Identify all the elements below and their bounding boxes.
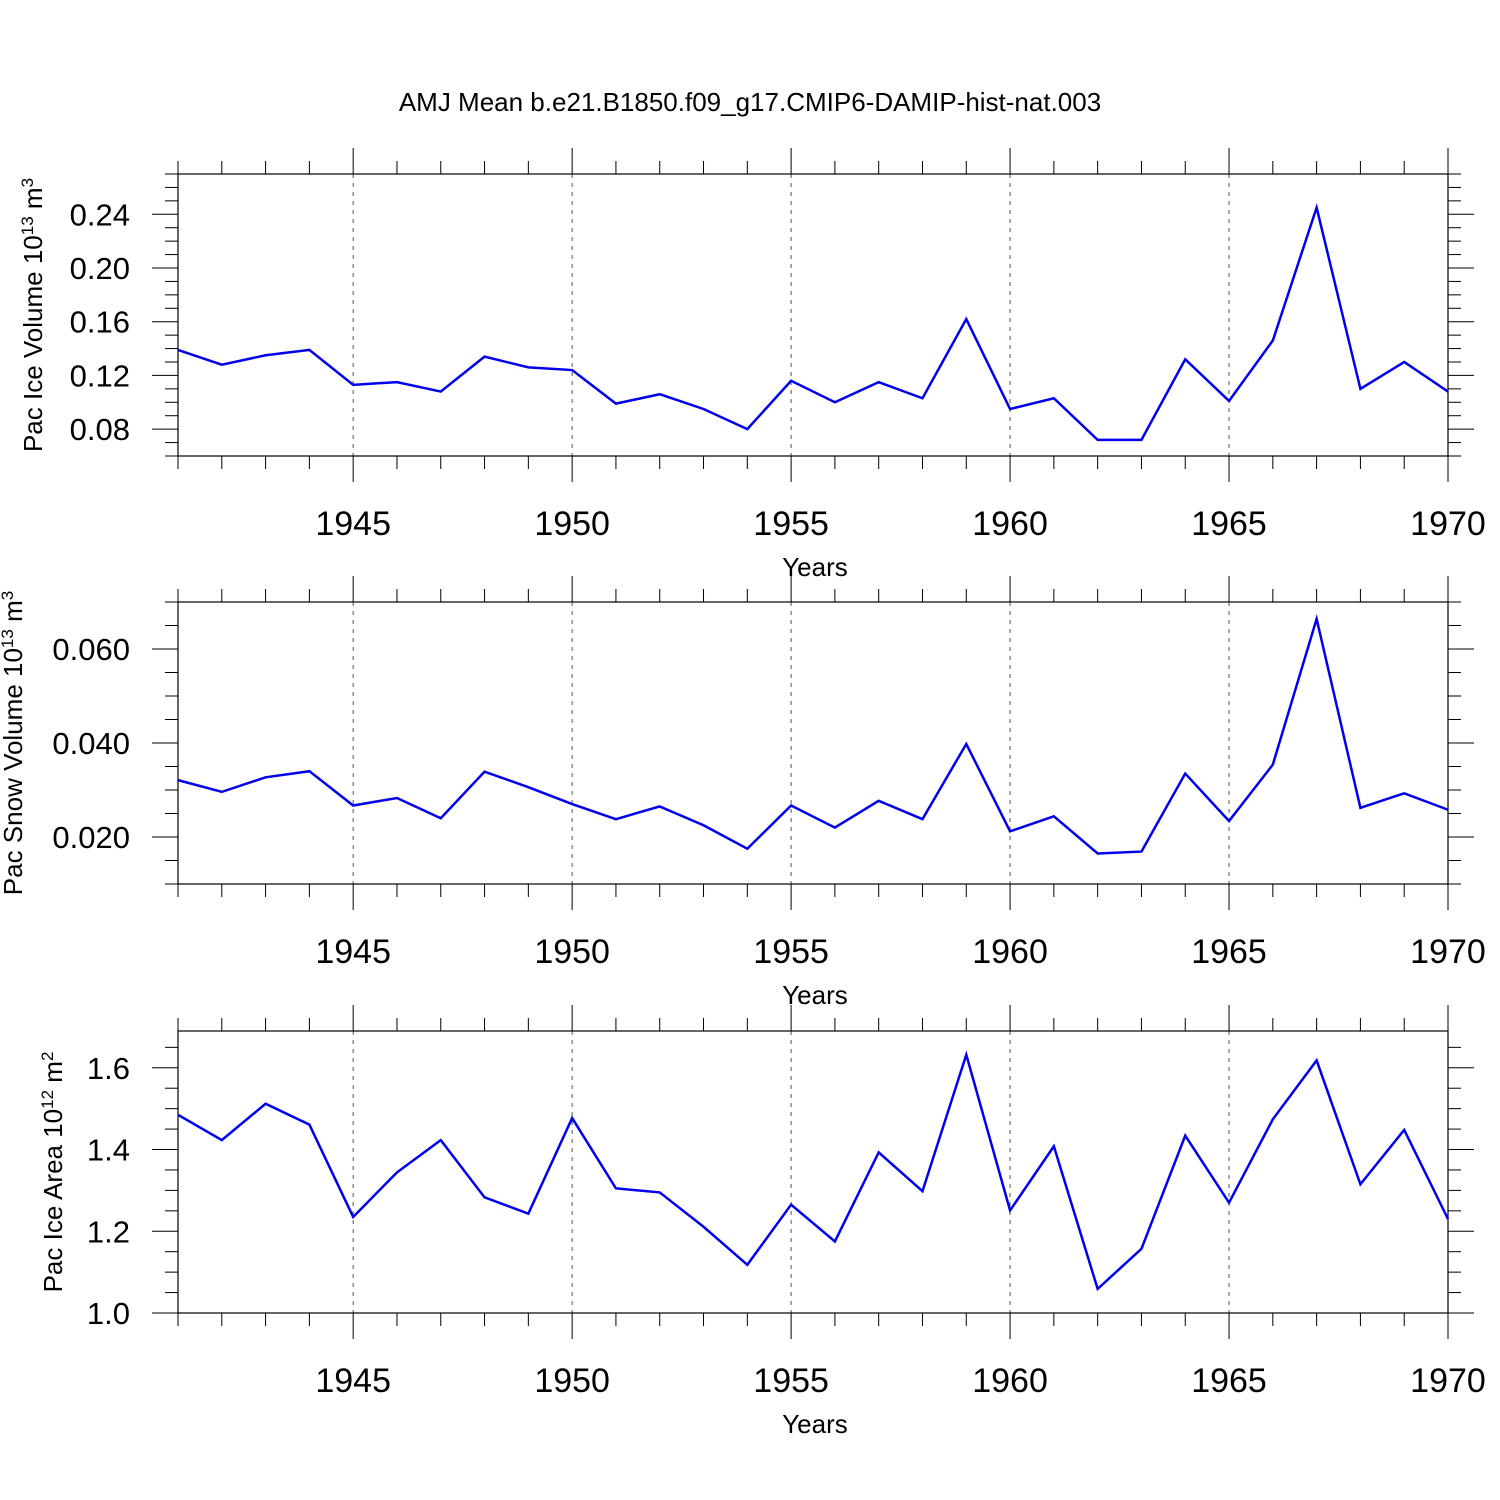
y-tick-label: 0.020 (52, 820, 130, 855)
x-tick-label: 1960 (972, 933, 1048, 971)
series-line (177, 614, 1449, 855)
x-tick-label: 1965 (1191, 933, 1267, 971)
y-axis-label: Pac Snow Volume 1013 m3 (0, 591, 28, 895)
y-tick-label: 0.20 (70, 251, 130, 286)
x-axis-label: Years (782, 980, 848, 1010)
x-tick-label: 1965 (1191, 1362, 1267, 1400)
y-axis-label-ylabel-unit: m (38, 1061, 68, 1090)
series-line (177, 203, 1449, 442)
y-axis-label-ylabel-unit: m (0, 600, 28, 629)
y-axis-label: Pac Ice Area 1012 m2 (38, 1052, 69, 1293)
figure-title: AMJ Mean b.e21.B1850.f09_g17.CMIP6-DAMIP… (399, 87, 1101, 117)
x-tick-label: 1955 (753, 933, 829, 971)
x-tick-label: 1970 (1410, 1362, 1486, 1400)
panel-2: 1945 1950 1955 1960 1965 1970 0.020 0.040 0.060 Y… (0, 576, 1486, 1010)
panels: 1945 1950 1955 1960 1965 1970 0.08 0.12 0.16 0.20… (0, 148, 1486, 1439)
y-axis-label-ylabel-unit-exp: 2 (38, 1052, 57, 1061)
y-tick-label: 0.24 (70, 197, 130, 232)
x-tick-label: 1945 (315, 505, 391, 543)
y-tick-label: 0.12 (70, 358, 130, 393)
x-tick-label: 1955 (753, 1362, 829, 1400)
y-tick-label: 1.4 (87, 1133, 130, 1168)
plot-frame (177, 601, 1449, 885)
x-tick-label: 1960 (972, 505, 1048, 543)
series-line (177, 1050, 1450, 1292)
y-tick-label: 1.2 (87, 1214, 130, 1249)
y-tick-label: 1.0 (87, 1296, 130, 1331)
x-tick-label: 1950 (534, 1362, 610, 1400)
y-axis-label-ylabel-unit-exp: 3 (18, 178, 37, 187)
panel-1: 1945 1950 1955 1960 1965 1970 0.08 0.12 0.16 0.20… (18, 148, 1486, 582)
y-axis-label-ylabel-text: Pac Ice Area 10 (38, 1109, 68, 1293)
y-axis-label-ylabel-exp: 13 (0, 629, 17, 648)
x-tick-label: 1955 (753, 505, 829, 543)
y-axis-label-ylabel-text: Pac Snow Volume 10 (0, 648, 28, 895)
y-axis-label-ylabel-exp: 13 (18, 216, 37, 235)
y-axis-label-ylabel-unit: m (18, 187, 48, 216)
y-tick-label: 0.08 (70, 412, 130, 447)
x-tick-label: 1965 (1191, 505, 1267, 543)
x-tick-label: 1970 (1410, 505, 1486, 543)
y-axis-label-ylabel-exp: 12 (38, 1090, 57, 1109)
y-axis-label-ylabel-unit-exp: 3 (0, 591, 17, 600)
y-axis-label: Pac Ice Volume 1013 m3 (18, 178, 49, 452)
y-tick-label: 1.6 (87, 1051, 130, 1086)
y-tick-label: 0.16 (70, 305, 130, 340)
plot-frame (177, 1030, 1449, 1314)
x-tick-label: 1960 (972, 1362, 1048, 1400)
panel-3: 1945 1950 1955 1960 1965 1970 1.0 1.2 1.4 1.6 Year… (38, 1005, 1486, 1439)
x-tick-label: 1970 (1410, 933, 1486, 971)
x-tick-label: 1950 (534, 933, 610, 971)
y-axis-label-ylabel-text: Pac Ice Volume 10 (18, 235, 48, 452)
x-tick-label: 1945 (315, 933, 391, 971)
y-tick-label: 0.040 (52, 726, 130, 761)
y-tick-label: 0.060 (52, 632, 130, 667)
x-axis-label: Years (782, 1409, 848, 1439)
x-axis-label: Years (782, 552, 848, 582)
plot-frame (177, 173, 1449, 457)
x-tick-label: 1950 (534, 505, 610, 543)
x-tick-label: 1945 (315, 1362, 391, 1400)
